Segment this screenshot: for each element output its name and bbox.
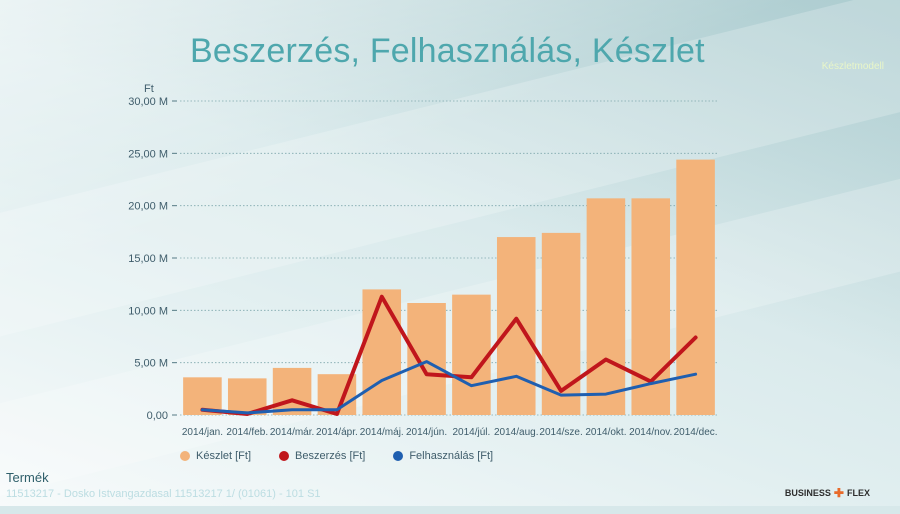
plus-icon: ✚ [833,486,844,500]
x-tick-label: 2014/sze. [539,427,582,438]
bars [183,159,715,415]
bar [586,198,626,415]
line-beszerzes [200,294,698,416]
legend-swatch [279,451,290,461]
legend-label: Felhasználás [Ft] [409,450,494,462]
axes: 0,00 5,00 M 10,00 M 15,00 M 20,00 M 25,00 M 30… [128,83,717,438]
y-tick-label: 5,00 M [134,358,168,370]
bar [496,237,536,415]
brand-left: BUSINESS [784,488,831,498]
legend-item-felhasznalas[interactable]: Felhasználás [Ft] [393,450,493,462]
x-tick-label: 2014/okt. [585,427,626,438]
lines [200,294,698,416]
y-tick-label: 25,00 M [128,148,168,160]
legend-item-keszlet[interactable]: Készlet [Ft] [180,450,251,462]
legend-item-beszerzes[interactable]: Beszerzés [Ft] [279,450,365,462]
bar [541,232,581,415]
y-tick-label: 30,00 M [128,96,168,108]
x-tick-label: 2014/máj. [360,427,404,438]
bar [407,303,446,415]
brand-right: FLEX [846,488,870,498]
legend-swatch [393,451,404,461]
bar [362,289,402,415]
bar [272,367,312,415]
bar [452,294,491,415]
y-tick-label: 0,00 [147,410,168,422]
filter-value[interactable]: 11513217 - Dosko Istvangazdasal 11513217… [6,488,321,500]
x-tick-label: 2014/dec. [674,427,718,438]
y-axis-label: Ft [144,83,154,95]
y-tick-label: 20,00 M [128,201,168,213]
legend: Készlet [Ft] Beszerzés [Ft] Felhasználás… [180,450,493,462]
legend-label: Beszerzés [Ft] [295,450,366,462]
line-felhasznalas [200,360,698,415]
page-title: Beszerzés, Felhasználás, Készlet [190,32,705,70]
x-tick-label: 2014/már. [270,427,314,438]
bar [676,159,715,415]
x-tick-label: 2014/feb. [226,427,268,438]
x-tick-label: 2014/aug. [494,427,539,438]
y-tick-label: 10,00 M [128,305,168,317]
y-tick-label: 15,00 M [128,253,168,265]
filter-section-title: Termék [6,470,49,485]
x-tick-label: 2014/jan. [182,427,223,438]
model-link[interactable]: Készletmodell [821,61,884,72]
grid [180,100,718,416]
legend-swatch [180,451,190,461]
x-tick-label: 2014/júl. [453,427,491,438]
legend-label: Készlet [Ft] [196,450,252,462]
x-tick-label: 2014/nov. [629,427,672,438]
x-tick-label: 2014/ápr. [316,427,358,438]
x-tick-label: 2014/jún. [406,427,447,438]
brand-logo: BUSINESS ✚ FLEX [785,486,870,500]
